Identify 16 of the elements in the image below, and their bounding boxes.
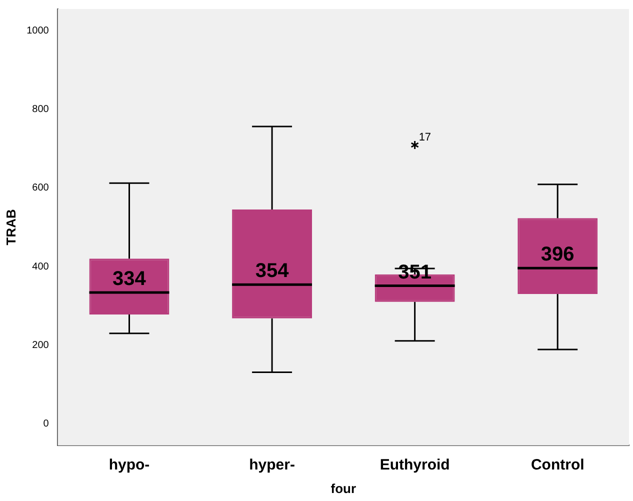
y-tick-label: 0 [43, 418, 50, 430]
y-tick-label: 1000 [26, 25, 50, 36]
x-tick-label: hypo- [108, 456, 150, 474]
text: 396 [540, 244, 574, 266]
y-axis-title: TRAB [3, 209, 18, 246]
y-tick-label: 800 [32, 104, 50, 116]
y-tick-label: 600 [32, 182, 50, 194]
text: 354 [255, 260, 289, 282]
x-tick-label: hyper- [249, 456, 295, 474]
x-axis-title: four [330, 480, 356, 496]
text: 334 [112, 268, 146, 290]
y-tick-label: 400 [32, 261, 50, 272]
y-tick-label: 200 [32, 340, 50, 351]
x-tick-label: Control [530, 456, 584, 474]
x-tick-label: Euthyroid [380, 456, 450, 474]
annotation: 17 [418, 132, 432, 144]
